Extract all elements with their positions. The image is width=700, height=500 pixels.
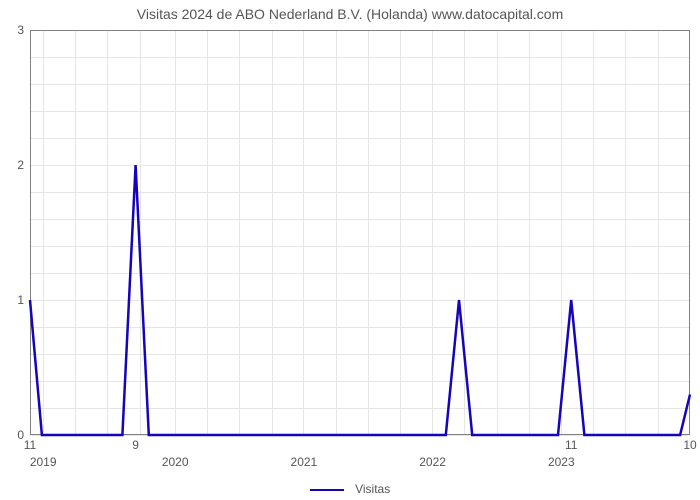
chart-container: Visitas 2024 de ABO Nederland B.V. (Hola… [0, 0, 700, 500]
line-series-layer [0, 0, 700, 500]
visitas-line [30, 165, 690, 435]
